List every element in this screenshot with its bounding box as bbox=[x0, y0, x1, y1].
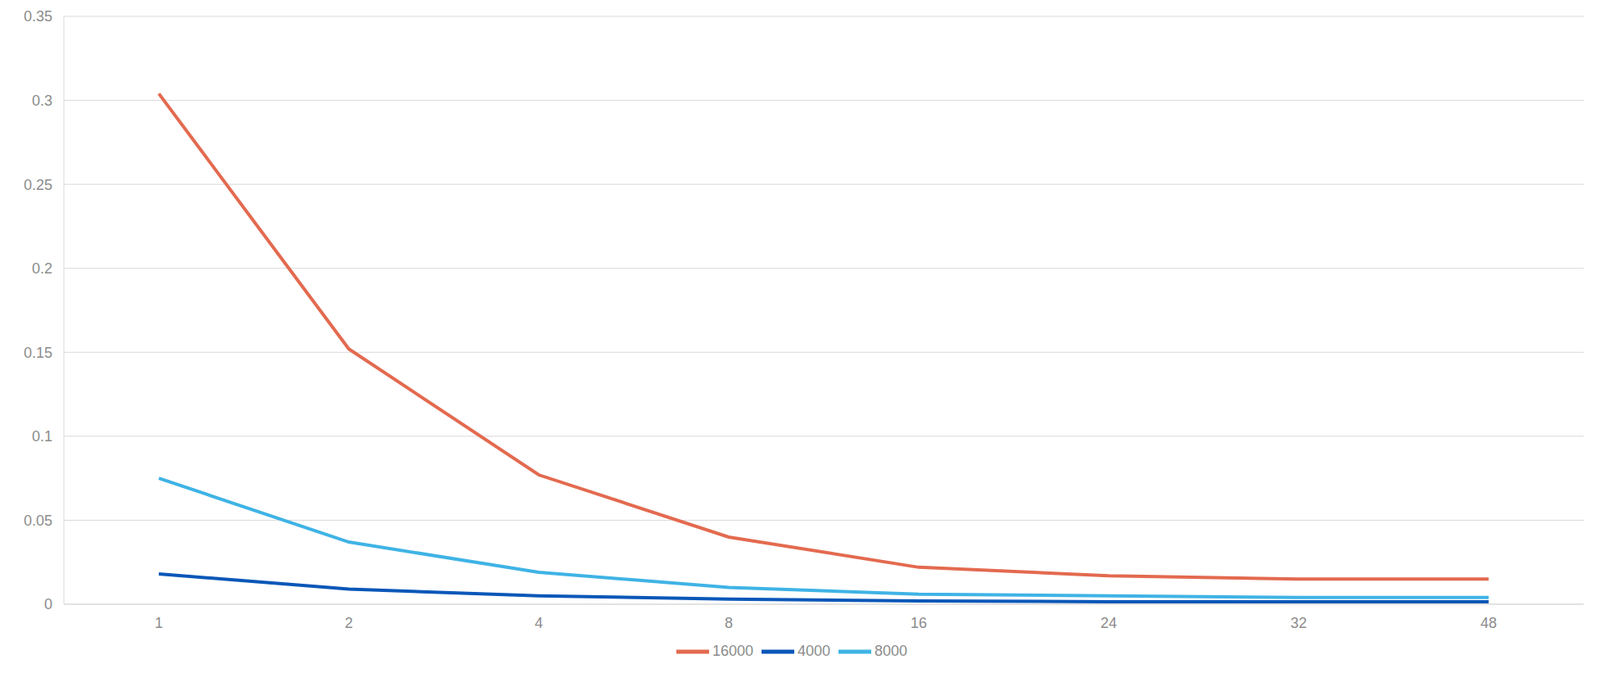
svg-text:16: 16 bbox=[910, 614, 927, 632]
svg-text:0.25: 0.25 bbox=[23, 176, 53, 194]
html-text:4000: 4000 bbox=[797, 642, 831, 659]
svg-text:1: 1 bbox=[154, 614, 163, 632]
html-text:8000: 8000 bbox=[874, 642, 908, 659]
svg-text:8: 8 bbox=[724, 614, 733, 632]
svg-text:0.1: 0.1 bbox=[31, 428, 53, 445]
svg-text:0.3: 0.3 bbox=[31, 92, 53, 109]
svg-text:0.15: 0.15 bbox=[23, 344, 53, 362]
svg-text:2: 2 bbox=[344, 614, 353, 632]
svg-text:0.2: 0.2 bbox=[31, 260, 53, 277]
svg-text:0.05: 0.05 bbox=[23, 512, 53, 529]
svg-text:4: 4 bbox=[534, 614, 543, 632]
svg-text:0.35: 0.35 bbox=[23, 8, 53, 25]
html-text:16000: 16000 bbox=[712, 642, 754, 659]
svg-text:48: 48 bbox=[1480, 614, 1497, 632]
svg-text:0: 0 bbox=[44, 596, 53, 613]
svg-text:32: 32 bbox=[1290, 614, 1307, 632]
svg-text:24: 24 bbox=[1100, 614, 1117, 632]
